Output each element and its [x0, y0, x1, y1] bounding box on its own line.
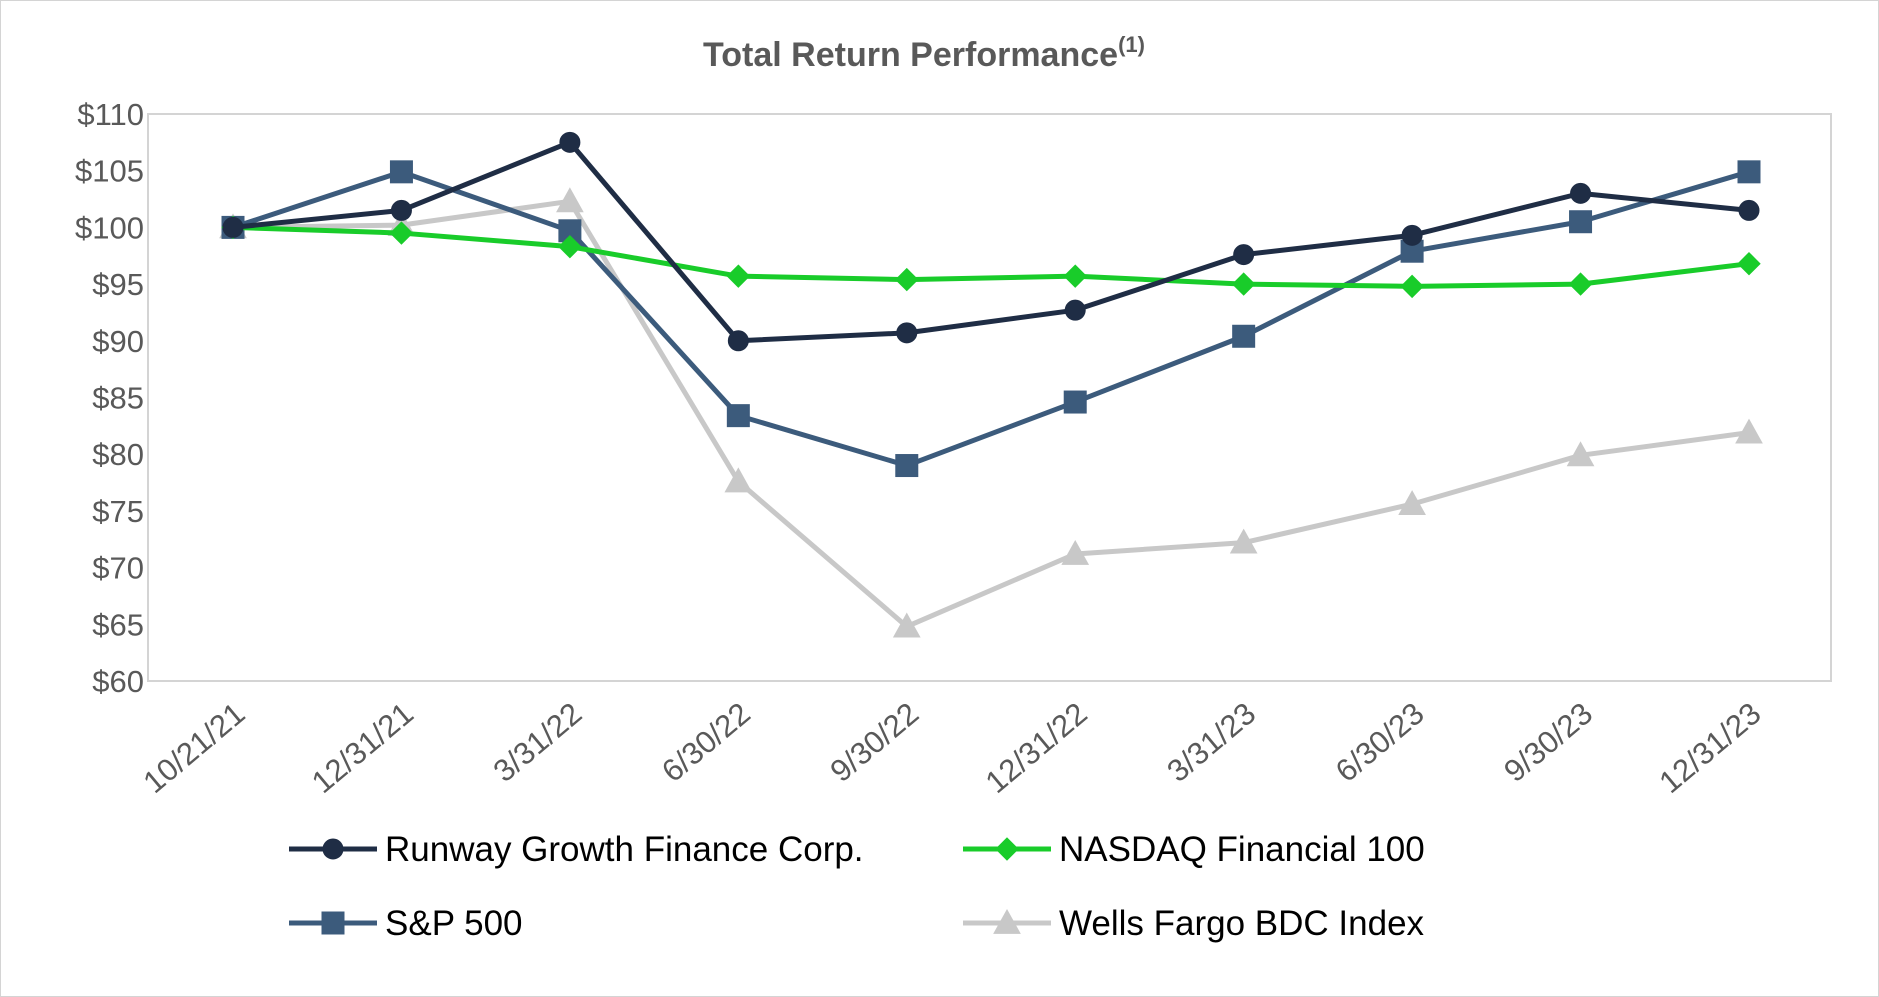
chart-title: Total Return Performance(1): [703, 32, 1145, 74]
data-point-nasdaq-financial-100: [1400, 274, 1424, 299]
data-point-runway-growth-finance-corp: [390, 199, 412, 221]
series-runway-growth-finance-corp: [222, 131, 1760, 352]
data-point-s-p-500: [1232, 324, 1256, 348]
x-tick-label: 12/31/22: [979, 696, 1094, 800]
data-point-wells-fargo-bdc-index: [724, 467, 753, 493]
legend-label-wells-fargo-bdc-index: Wells Fargo BDC Index: [1059, 904, 1425, 943]
data-point-nasdaq-financial-100: [1063, 264, 1087, 288]
data-point-runway-growth-finance-corp: [1401, 224, 1423, 246]
y-axis-tick-labels: $60 $65 $70 $75 $80 $85 $90 $95 $100 $105 $110: [75, 97, 144, 699]
y-tick-label: $105: [75, 154, 144, 189]
data-point-runway-growth-finance-corp: [1064, 299, 1086, 321]
data-point-s-p-500: [895, 454, 919, 478]
series-nasdaq-financial-100: [221, 215, 1761, 299]
series-wells-fargo-bdc-index: [219, 187, 1763, 638]
data-point-nasdaq-financial-100: [895, 267, 919, 292]
x-tick-label: 6/30/22: [655, 696, 757, 789]
y-tick-label: $70: [92, 551, 144, 586]
legend-marker-s-p-500: [321, 911, 345, 935]
data-point-s-p-500: [726, 404, 750, 428]
data-point-nasdaq-financial-100: [1568, 272, 1593, 296]
data-point-runway-growth-finance-corp: [559, 131, 581, 153]
data-point-nasdaq-financial-100: [389, 221, 414, 245]
y-tick-label: $65: [92, 607, 144, 642]
legend: Runway Growth Finance Corp. NASDAQ Financ…: [289, 830, 1425, 943]
y-tick-label: $100: [75, 210, 144, 245]
y-tick-label: $60: [92, 664, 144, 699]
y-tick-label: $80: [92, 437, 144, 472]
y-tick-label: $90: [92, 324, 144, 359]
legend-item-nasdaq-financial-100: NASDAQ Financial 100: [963, 830, 1425, 869]
series-layer: [219, 131, 1763, 638]
x-tick-label: 3/31/22: [487, 696, 589, 789]
x-axis-tick-labels: 10/21/21 12/31/21 3/31/22 6/30/22 9/30/22 12/…: [137, 696, 1768, 800]
series-line-wells-fargo-bdc-index: [230, 198, 1752, 630]
data-point-nasdaq-financial-100: [1737, 251, 1761, 276]
data-point-wells-fargo-bdc-index: [1566, 441, 1595, 467]
series-line-s-p-500: [230, 169, 1752, 469]
legend-marker-wells-fargo-bdc-index: [993, 908, 1021, 934]
data-point-nasdaq-financial-100: [1231, 272, 1256, 296]
legend-marker-runway-growth-finance-corp: [322, 838, 344, 860]
data-point-s-p-500: [1737, 160, 1761, 184]
data-point-nasdaq-financial-100: [726, 264, 751, 288]
series-line-nasdaq-financial-100: [230, 224, 1752, 289]
legend-label-nasdaq-financial-100: NASDAQ Financial 100: [1059, 830, 1425, 869]
data-point-runway-growth-finance-corp: [1233, 244, 1255, 266]
legend-item-runway-growth-finance-corp: Runway Growth Finance Corp.: [289, 830, 864, 869]
x-tick-label: 3/31/23: [1160, 696, 1262, 789]
data-point-s-p-500: [1569, 210, 1593, 234]
y-tick-label: $75: [92, 494, 144, 529]
legend-label-runway-growth-finance-corp: Runway Growth Finance Corp.: [385, 830, 864, 869]
chart-title-main: Total Return Performance: [703, 36, 1118, 74]
data-point-wells-fargo-bdc-index: [892, 612, 921, 638]
y-tick-label: $95: [92, 267, 144, 302]
x-tick-label: 12/31/23: [1653, 696, 1768, 800]
y-tick-label: $110: [77, 97, 144, 132]
legend-marker-nasdaq-financial-100: [995, 837, 1019, 861]
x-tick-label: 6/30/23: [1329, 696, 1431, 789]
data-point-runway-growth-finance-corp: [222, 216, 244, 238]
data-point-runway-growth-finance-corp: [896, 322, 918, 344]
data-point-wells-fargo-bdc-index: [1229, 528, 1258, 554]
data-point-wells-fargo-bdc-index: [556, 187, 584, 213]
data-point-nasdaq-financial-100: [558, 234, 582, 259]
y-tick-label: $85: [92, 381, 144, 416]
data-point-runway-growth-finance-corp: [1570, 182, 1592, 204]
data-point-runway-growth-finance-corp: [1738, 199, 1760, 221]
x-tick-label: 9/30/23: [1497, 696, 1599, 789]
data-point-s-p-500: [1063, 390, 1087, 414]
plot-area-border: [147, 113, 1832, 682]
x-tick-label: 10/21/21: [137, 696, 252, 800]
x-tick-label: 12/31/21: [305, 696, 420, 800]
data-point-runway-growth-finance-corp: [727, 330, 749, 352]
data-point-s-p-500: [389, 160, 413, 184]
x-tick-label: 9/30/22: [824, 696, 926, 789]
data-point-wells-fargo-bdc-index: [1061, 539, 1090, 565]
data-point-wells-fargo-bdc-index: [1398, 490, 1426, 515]
series-line-runway-growth-finance-corp: [230, 139, 1752, 344]
legend-item-wells-fargo-bdc-index: Wells Fargo BDC Index: [963, 904, 1425, 943]
legend-item-s-p-500: S&P 500: [289, 904, 523, 943]
legend-label-s-p-500: S&P 500: [385, 904, 523, 943]
data-point-wells-fargo-bdc-index: [1735, 418, 1763, 444]
chart-title-superscript: (1): [1118, 32, 1145, 57]
